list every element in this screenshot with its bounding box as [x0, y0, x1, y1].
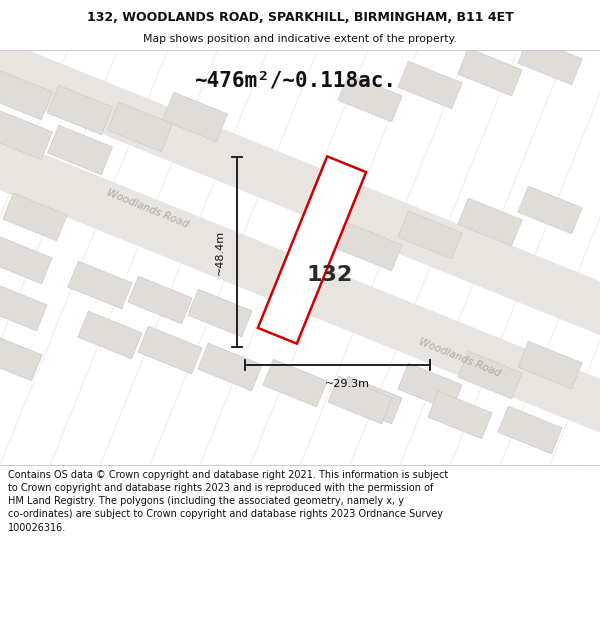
Polygon shape [68, 261, 132, 309]
Polygon shape [458, 198, 522, 246]
Polygon shape [518, 37, 582, 85]
Polygon shape [47, 85, 113, 135]
Polygon shape [328, 376, 392, 424]
Polygon shape [398, 363, 462, 411]
Polygon shape [398, 61, 462, 109]
Polygon shape [518, 341, 582, 389]
Polygon shape [518, 186, 582, 234]
Polygon shape [428, 391, 492, 439]
Polygon shape [0, 89, 600, 585]
Polygon shape [47, 125, 113, 175]
Polygon shape [338, 74, 402, 122]
Polygon shape [0, 110, 53, 160]
Polygon shape [3, 193, 67, 241]
Polygon shape [188, 289, 252, 337]
Polygon shape [498, 406, 562, 454]
Polygon shape [78, 311, 142, 359]
Text: Map shows position and indicative extent of the property.: Map shows position and indicative extent… [143, 34, 457, 44]
Polygon shape [138, 326, 202, 374]
Polygon shape [198, 343, 262, 391]
Polygon shape [128, 276, 192, 324]
Polygon shape [0, 333, 42, 381]
Polygon shape [0, 0, 600, 435]
Polygon shape [163, 92, 227, 142]
Text: Contains OS data © Crown copyright and database right 2021. This information is : Contains OS data © Crown copyright and d… [8, 470, 448, 532]
Polygon shape [107, 102, 173, 152]
Text: ~48.4m: ~48.4m [215, 229, 225, 274]
Polygon shape [338, 223, 402, 271]
Text: ~476m²/~0.118ac.: ~476m²/~0.118ac. [194, 70, 396, 90]
Text: 132: 132 [307, 265, 353, 285]
Text: ~29.3m: ~29.3m [325, 379, 370, 389]
Polygon shape [0, 70, 53, 120]
Text: Woodlands Road: Woodlands Road [106, 188, 190, 230]
Polygon shape [458, 351, 522, 399]
Polygon shape [0, 236, 52, 284]
Polygon shape [263, 359, 327, 407]
Polygon shape [338, 376, 402, 424]
Text: 132, WOODLANDS ROAD, SPARKHILL, BIRMINGHAM, B11 4ET: 132, WOODLANDS ROAD, SPARKHILL, BIRMINGH… [86, 11, 514, 24]
Polygon shape [458, 48, 522, 96]
Polygon shape [398, 211, 462, 259]
Polygon shape [258, 156, 366, 344]
Text: Woodlands Road: Woodlands Road [418, 337, 502, 379]
Polygon shape [0, 283, 47, 331]
